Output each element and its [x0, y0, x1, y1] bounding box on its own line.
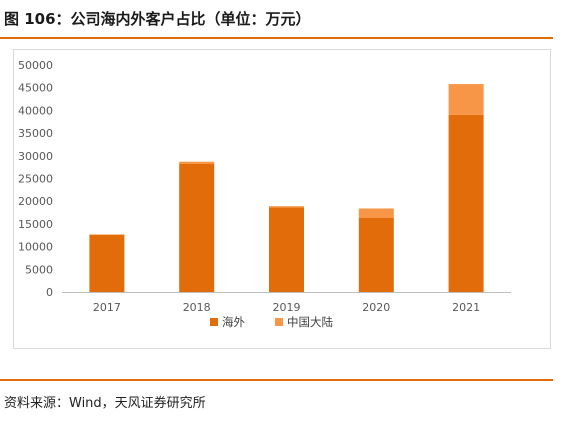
bar-mainland	[358, 208, 394, 218]
x-tick-label: 2021	[452, 301, 480, 314]
legend-swatch-mainland	[275, 318, 283, 326]
x-tick-label: 2020	[362, 301, 390, 314]
title-rule	[0, 37, 553, 39]
bar-mainland	[269, 206, 304, 208]
bar-mainland	[179, 161, 215, 164]
y-tick-label: 5000	[25, 263, 53, 276]
footer-rule	[0, 379, 553, 381]
x-tick-label: 2019	[273, 301, 301, 314]
y-tick-label: 0	[46, 286, 53, 299]
y-tick-label: 30000	[18, 150, 53, 163]
bar-mainland	[448, 84, 484, 115]
bar-overseas	[358, 217, 394, 292]
y-tick-label: 25000	[18, 173, 53, 186]
bar-overseas	[269, 207, 304, 292]
legend-label-overseas: 海外	[222, 315, 245, 329]
y-tick-label: 10000	[18, 241, 53, 254]
stacked-bar-chart: 0 5000 10000 15000 20000 25000 30000 35000 40000…	[18, 59, 511, 329]
bar-overseas	[89, 234, 125, 292]
legend-swatch-overseas	[210, 318, 218, 326]
bar-overseas	[179, 163, 215, 292]
x-tick-label: 2017	[93, 301, 121, 314]
y-tick-label: 50000	[18, 59, 53, 72]
y-tick-label: 20000	[18, 195, 53, 208]
y-tick-label: 35000	[18, 127, 53, 140]
bar-overseas	[448, 114, 484, 292]
figure-title: 图 106：公司海内外客户占比（单位：万元）	[4, 10, 311, 28]
source-note: 资料来源：Wind，天风证券研究所	[4, 396, 206, 411]
chart-frame: 0 5000 10000 15000 20000 25000 30000 35000 40000…	[13, 49, 551, 349]
legend-label-mainland: 中国大陆	[287, 315, 333, 329]
y-tick-label: 15000	[18, 218, 53, 231]
y-tick-label: 40000	[18, 104, 53, 117]
x-tick-label: 2018	[183, 301, 211, 314]
y-tick-label: 45000	[18, 82, 53, 95]
